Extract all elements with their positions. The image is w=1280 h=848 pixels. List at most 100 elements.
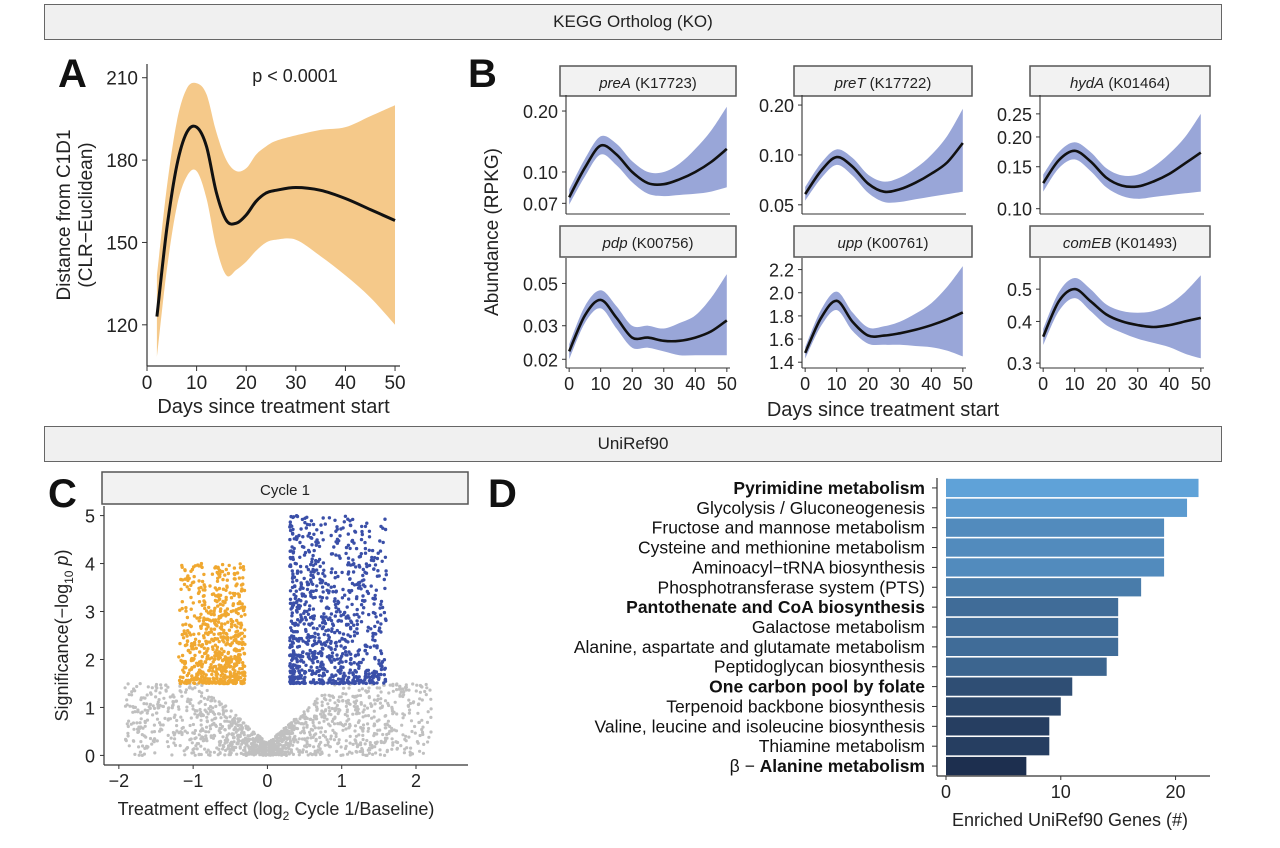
c-point-ns bbox=[314, 753, 318, 757]
c-point-ns bbox=[354, 741, 358, 745]
b-facet-strip bbox=[793, 225, 973, 258]
c-point-down bbox=[236, 611, 240, 616]
c-point-ns bbox=[354, 749, 358, 754]
c-point-down bbox=[209, 609, 213, 613]
b-facet-ko: (K00756) bbox=[628, 235, 694, 252]
c-point-ns bbox=[328, 694, 332, 698]
c-point-ns bbox=[327, 753, 331, 757]
c-point-down bbox=[216, 620, 221, 624]
c-point-down bbox=[208, 640, 212, 644]
c-point-up bbox=[335, 525, 339, 529]
c-point-ns bbox=[385, 732, 389, 737]
c-point-up bbox=[376, 569, 380, 573]
c-point-up bbox=[288, 653, 292, 658]
c-point-ns bbox=[404, 688, 408, 692]
c-point-up bbox=[360, 529, 364, 534]
c-point-up bbox=[308, 604, 312, 608]
c-point-up bbox=[309, 578, 313, 582]
d-x-tick-label: 10 bbox=[1051, 782, 1071, 802]
b-y-tick-label: 0.4 bbox=[1007, 312, 1032, 332]
c-point-up bbox=[322, 612, 326, 616]
c-point-up bbox=[318, 577, 322, 581]
c-point-down bbox=[235, 618, 239, 623]
c-point-up bbox=[296, 653, 301, 657]
d-category-name: Thiamine metabolism bbox=[759, 736, 925, 756]
c-point-down bbox=[231, 679, 235, 683]
c-point-ns bbox=[417, 720, 421, 725]
a-y-axis-title-line: (CLR−Euclidean) bbox=[76, 142, 97, 287]
c-point-down bbox=[221, 603, 225, 607]
c-point-ns bbox=[276, 744, 280, 748]
c-point-ns bbox=[357, 719, 361, 723]
c-point-up bbox=[365, 521, 369, 525]
b-y-tick-label: 0.05 bbox=[523, 274, 558, 294]
c-point-up bbox=[296, 675, 300, 679]
c-point-up bbox=[373, 593, 377, 598]
c-point-down bbox=[200, 565, 204, 570]
c-point-ns bbox=[199, 694, 204, 698]
c-point-ns bbox=[429, 697, 433, 701]
c-point-up bbox=[290, 628, 294, 633]
c-point-ns bbox=[410, 729, 414, 734]
c-point-up bbox=[330, 552, 335, 556]
d-category-label: Glycolysis / Gluconeogenesis bbox=[696, 498, 925, 518]
c-point-ns bbox=[322, 715, 326, 720]
c-point-down bbox=[224, 567, 228, 572]
c-point-down bbox=[184, 606, 188, 610]
c-point-ns bbox=[217, 712, 221, 716]
c-point-ns bbox=[195, 709, 199, 713]
d-category-name: Aminoacyl−tRNA biosynthesis bbox=[692, 557, 925, 577]
c-point-down bbox=[237, 640, 241, 644]
c-point-down bbox=[201, 619, 206, 623]
c-point-ns bbox=[126, 724, 130, 729]
c-point-up bbox=[323, 621, 328, 626]
c-point-up bbox=[334, 644, 339, 648]
b-facet-gene: preA bbox=[598, 75, 631, 92]
c-point-ns bbox=[211, 706, 215, 710]
c-point-ns bbox=[289, 721, 293, 726]
c-point-up bbox=[346, 532, 350, 536]
c-point-up bbox=[310, 672, 314, 676]
c-point-up bbox=[374, 615, 378, 619]
c-point-up bbox=[354, 596, 359, 601]
c-point-ns bbox=[239, 751, 243, 756]
c-point-ns bbox=[217, 747, 221, 752]
c-point-ns bbox=[361, 737, 365, 742]
c-point-ns bbox=[372, 709, 376, 713]
c-point-up bbox=[344, 545, 349, 550]
c-point-ns bbox=[411, 682, 415, 686]
b-y-tick-label: 0.10 bbox=[523, 163, 558, 183]
c-point-down bbox=[189, 607, 193, 611]
c-point-ns bbox=[408, 708, 412, 712]
c-point-down bbox=[228, 591, 232, 595]
c-point-down bbox=[181, 623, 185, 627]
c-point-ns bbox=[260, 744, 264, 749]
c-point-down bbox=[182, 631, 186, 636]
c-point-ns bbox=[201, 713, 205, 718]
c-point-up bbox=[359, 620, 364, 624]
c-point-ns bbox=[204, 710, 208, 714]
c-point-down bbox=[232, 648, 236, 652]
c-point-ns bbox=[138, 726, 142, 731]
c-point-ns bbox=[344, 727, 348, 731]
c-point-ns bbox=[232, 716, 237, 720]
c-point-ns bbox=[317, 721, 321, 725]
c-point-down bbox=[209, 627, 213, 631]
c-point-up bbox=[311, 661, 315, 665]
c-point-down bbox=[201, 622, 205, 626]
c-point-ns bbox=[170, 753, 174, 757]
c-point-down bbox=[220, 613, 224, 617]
c-point-ns bbox=[351, 742, 355, 747]
c-point-down bbox=[201, 634, 206, 638]
c-point-up bbox=[320, 626, 325, 631]
c-point-ns bbox=[373, 745, 377, 749]
c-point-ns bbox=[138, 682, 142, 686]
c-point-up bbox=[294, 637, 298, 641]
c-point-ns bbox=[228, 753, 232, 757]
c-point-up bbox=[311, 617, 316, 621]
c-point-down bbox=[210, 637, 214, 641]
c-point-ns bbox=[240, 742, 244, 746]
c-point-down bbox=[197, 600, 202, 604]
c-point-up bbox=[295, 514, 300, 519]
c-point-up bbox=[292, 681, 296, 685]
